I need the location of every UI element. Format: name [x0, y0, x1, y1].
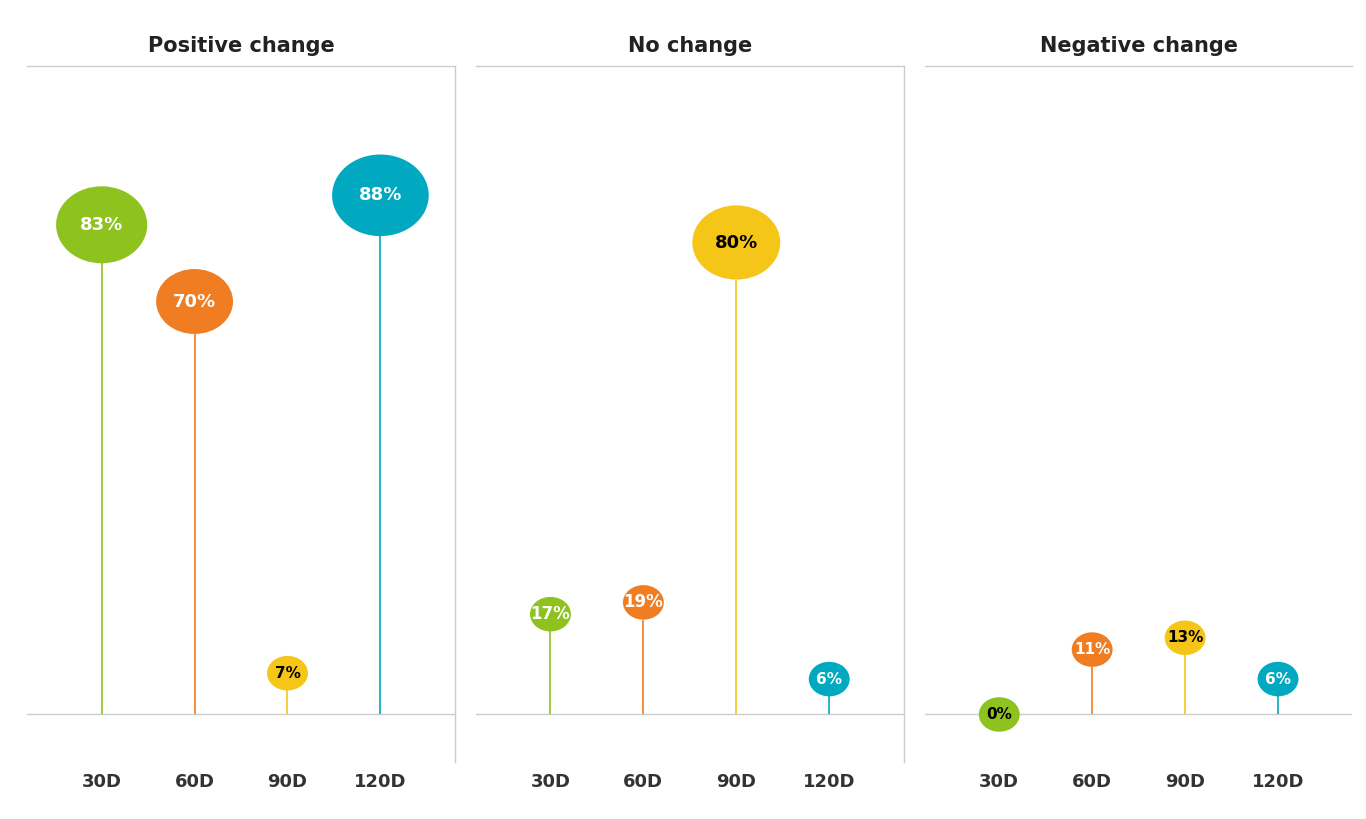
Ellipse shape — [1165, 621, 1206, 655]
Ellipse shape — [979, 697, 1019, 731]
Text: 7%: 7% — [275, 666, 301, 681]
Title: Positive change: Positive change — [148, 36, 335, 56]
Text: 88%: 88% — [359, 186, 402, 204]
Text: 17%: 17% — [530, 605, 571, 623]
Ellipse shape — [809, 662, 850, 696]
Ellipse shape — [693, 206, 780, 279]
Text: 83%: 83% — [81, 216, 123, 233]
Text: 70%: 70% — [173, 292, 216, 310]
Ellipse shape — [156, 269, 234, 334]
Text: 19%: 19% — [623, 594, 664, 611]
Ellipse shape — [1258, 662, 1299, 696]
Text: 11%: 11% — [1074, 642, 1111, 657]
Text: 6%: 6% — [1265, 672, 1291, 686]
Ellipse shape — [623, 585, 664, 620]
Ellipse shape — [56, 186, 148, 263]
Ellipse shape — [266, 656, 307, 690]
Text: 13%: 13% — [1167, 631, 1203, 645]
Ellipse shape — [1072, 632, 1113, 667]
Title: No change: No change — [628, 36, 751, 56]
Ellipse shape — [530, 597, 571, 631]
Text: 0%: 0% — [986, 707, 1012, 722]
Ellipse shape — [332, 155, 429, 236]
Text: 80%: 80% — [714, 233, 758, 251]
Title: Negative change: Negative change — [1040, 36, 1238, 56]
Text: 6%: 6% — [817, 672, 843, 686]
